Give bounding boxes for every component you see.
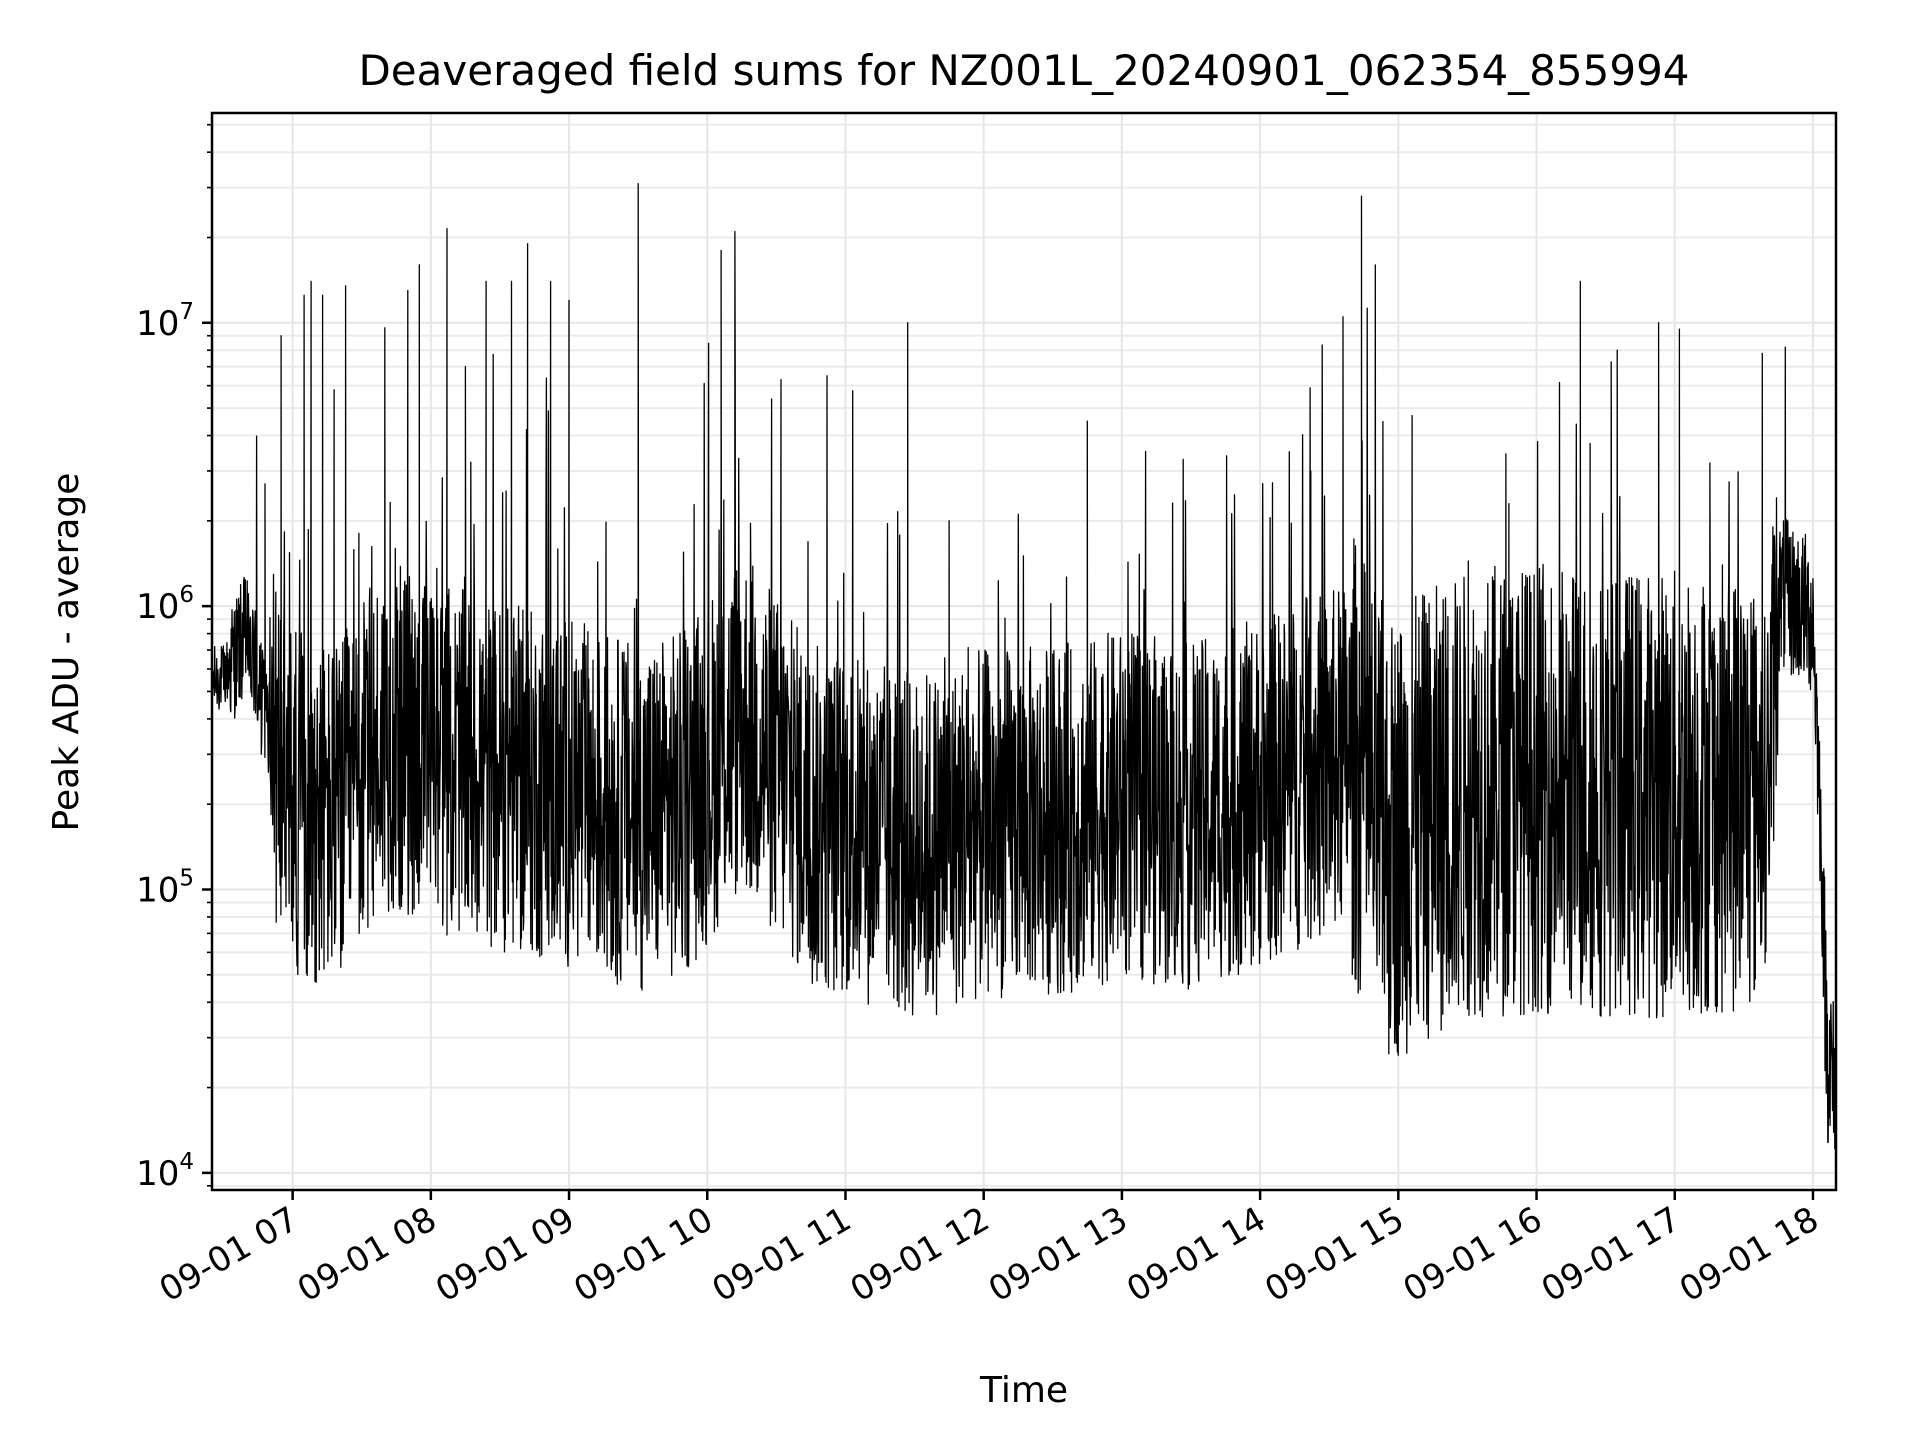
y-tick-label: 104 bbox=[136, 1149, 194, 1194]
chart-title: Deaveraged field sums for NZ001L_2024090… bbox=[358, 46, 1689, 95]
y-tick-label: 107 bbox=[136, 299, 194, 344]
y-axis-label: Peak ADU - average bbox=[46, 473, 87, 832]
y-tick-label: 106 bbox=[136, 582, 194, 627]
series-line bbox=[211, 182, 1837, 1150]
plot-frame bbox=[210, 111, 1838, 1192]
grid bbox=[212, 113, 1836, 1190]
y-axis: 104 105 106 107 bbox=[136, 123, 212, 1194]
x-axis-label: Time bbox=[979, 1370, 1068, 1411]
series-layer bbox=[211, 182, 1837, 1150]
y-tick-label: 105 bbox=[136, 866, 194, 911]
